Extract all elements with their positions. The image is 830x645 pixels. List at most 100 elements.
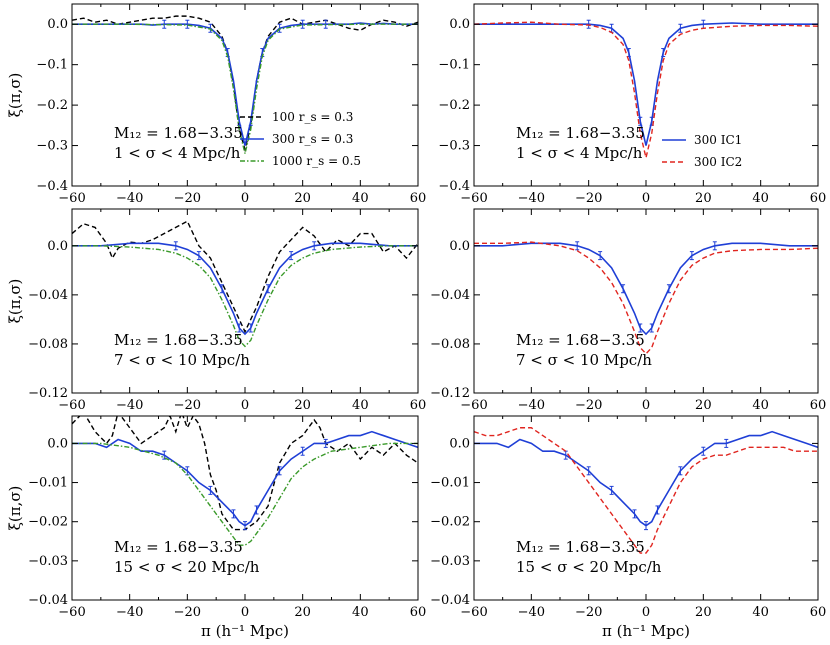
y-tick-label: −0.04 — [430, 288, 470, 303]
x-tick-label: 40 — [352, 605, 369, 620]
series-line-300-r-s-0-3 — [72, 242, 418, 336]
x-tick-label: 20 — [695, 605, 712, 620]
x-tick-label: −40 — [518, 398, 545, 413]
y-tick-label: −0.2 — [36, 98, 68, 113]
x-tick-label: 0 — [241, 398, 249, 413]
series-line-300-ic2 — [474, 241, 818, 355]
x-axis-label: π (h⁻¹ Mpc) — [201, 622, 289, 640]
x-tick-label: −60 — [460, 398, 487, 413]
sigma-range-annotation: 7 < σ < 10 Mpc/h — [114, 351, 250, 369]
y-tick-label: 0.0 — [449, 436, 470, 451]
x-tick-label: 20 — [294, 605, 311, 620]
y-tick-label: −0.04 — [430, 593, 470, 608]
x-tick-label: 40 — [752, 191, 769, 206]
x-tick-label: 40 — [752, 605, 769, 620]
x-tick-label: −20 — [174, 191, 201, 206]
y-tick-label: −0.04 — [28, 288, 68, 303]
x-tick-label: 40 — [352, 191, 369, 206]
y-axis-label: ξ(π,σ) — [6, 279, 24, 324]
x-tick-label: −40 — [116, 191, 143, 206]
panel-bottom-right: −60 −40 −20 0 20 40 60 0.0 −0.01 −0.02 −0.03 −0.04 π… — [430, 415, 827, 640]
x-tick-label: 20 — [695, 398, 712, 413]
x-tick-label: 20 — [294, 191, 311, 206]
panel-middle-left: −60 −40 −20 0 20 40 60 0.0 −0.04 −0.08 −0.12 ξ(π,σ)… — [6, 208, 427, 413]
y-tick-label: 0.0 — [449, 17, 470, 32]
x-tick-label: 20 — [695, 191, 712, 206]
x-tick-label: −60 — [460, 191, 487, 206]
x-tick-label: 0 — [642, 191, 650, 206]
legend-entry: 300 r_s = 0.3 — [272, 132, 353, 146]
legend-entry: 300 IC2 — [694, 155, 742, 169]
series-line-300-ic2 — [474, 21, 818, 158]
y-tick-label: −0.4 — [438, 179, 470, 194]
y-tick-label: −0.1 — [36, 58, 68, 73]
legend-entry: 1000 r_s = 0.5 — [272, 154, 361, 168]
sigma-range-annotation: 15 < σ < 20 Mpc/h — [516, 558, 662, 576]
y-axis-label: ξ(π,σ) — [6, 73, 24, 118]
x-tick-label: −20 — [575, 605, 602, 620]
y-tick-label: 0.0 — [47, 17, 68, 32]
y-axis-label: ξ(π,σ) — [6, 486, 24, 531]
series-line-300-ic1 — [474, 430, 818, 527]
x-tick-label: −40 — [518, 191, 545, 206]
panel-top-left: −60 −40 −20 0 20 40 60 0.0 −0.1 −0.2 −0.3 −0.4 ξ(π,σ… — [6, 3, 427, 206]
x-tick-label: 60 — [810, 605, 827, 620]
y-tick-label: 0.0 — [47, 239, 68, 254]
x-tick-label: −60 — [58, 398, 85, 413]
x-tick-label: −40 — [116, 398, 143, 413]
x-tick-label: 20 — [294, 398, 311, 413]
x-tick-label: −20 — [174, 605, 201, 620]
panel-top-right: −60 −40 −20 0 20 40 60 0.0 −0.1 −0.2 −0.3 −0.4 M₁₂ =… — [438, 3, 827, 206]
x-tick-label: 40 — [752, 398, 769, 413]
y-tick-label: 0.0 — [47, 436, 68, 451]
mass-range-annotation: M₁₂ = 1.68−3.35 — [516, 538, 645, 556]
x-tick-label: −40 — [116, 605, 143, 620]
x-tick-label: 60 — [810, 191, 827, 206]
panel-bottom-left: −60 −40 −20 0 20 40 60 0.0 −0.01 −0.02 −0.03 −0.04 ξ… — [6, 415, 427, 640]
x-tick-label: 60 — [410, 605, 427, 620]
series-line-1000-r-s-0-5 — [72, 23, 418, 154]
series-line-100-r-s-0-3 — [72, 15, 418, 153]
y-tick-label: −0.03 — [28, 554, 68, 569]
y-tick-label: −0.12 — [28, 386, 68, 401]
x-tick-label: −20 — [174, 398, 201, 413]
y-tick-label: −0.02 — [430, 515, 470, 530]
series-line-300-ic1 — [474, 242, 818, 336]
y-tick-label: −0.04 — [28, 593, 68, 608]
x-axis-label: π (h⁻¹ Mpc) — [602, 622, 690, 640]
y-tick-label: −0.08 — [28, 337, 68, 352]
x-tick-label: 60 — [410, 398, 427, 413]
x-tick-label: −60 — [460, 605, 487, 620]
series-line-100-r-s-0-3 — [72, 220, 418, 334]
x-tick-label: 60 — [810, 398, 827, 413]
y-tick-label: −0.1 — [438, 58, 470, 73]
x-tick-label: 40 — [352, 398, 369, 413]
series-line-300-r-s-0-3 — [72, 430, 418, 527]
y-tick-label: −0.01 — [430, 476, 470, 491]
mass-range-annotation: M₁₂ = 1.68−3.35 — [114, 124, 243, 142]
y-tick-label: −0.08 — [430, 337, 470, 352]
series-line-300-ic2 — [474, 427, 818, 554]
y-tick-label: −0.03 — [430, 554, 470, 569]
sigma-range-annotation: 15 < σ < 20 Mpc/h — [114, 558, 260, 576]
series-line-1000-r-s-0-5 — [72, 245, 418, 348]
mass-range-annotation: M₁₂ = 1.68−3.35 — [516, 124, 645, 142]
mass-range-annotation: M₁₂ = 1.68−3.35 — [114, 331, 243, 349]
x-tick-label: −40 — [518, 605, 545, 620]
series-line-100-r-s-0-3 — [72, 416, 418, 531]
y-tick-label: −0.02 — [28, 515, 68, 530]
x-tick-label: 0 — [642, 605, 650, 620]
x-tick-label: 0 — [241, 191, 249, 206]
x-tick-label: 0 — [241, 605, 249, 620]
sigma-range-annotation: 1 < σ < 4 Mpc/h — [114, 144, 241, 162]
legend-entry: 100 r_s = 0.3 — [272, 110, 353, 124]
x-tick-label: −20 — [575, 398, 602, 413]
x-tick-label: −60 — [58, 191, 85, 206]
x-tick-label: 0 — [642, 398, 650, 413]
sigma-range-annotation: 1 < σ < 4 Mpc/h — [516, 144, 643, 162]
mass-range-annotation: M₁₂ = 1.68−3.35 — [114, 538, 243, 556]
x-tick-label: −60 — [58, 605, 85, 620]
x-tick-label: 60 — [410, 191, 427, 206]
panel-middle-right: −60 −40 −20 0 20 40 60 0.0 −0.04 −0.08 −0.12 M₁₂ = … — [430, 208, 827, 413]
